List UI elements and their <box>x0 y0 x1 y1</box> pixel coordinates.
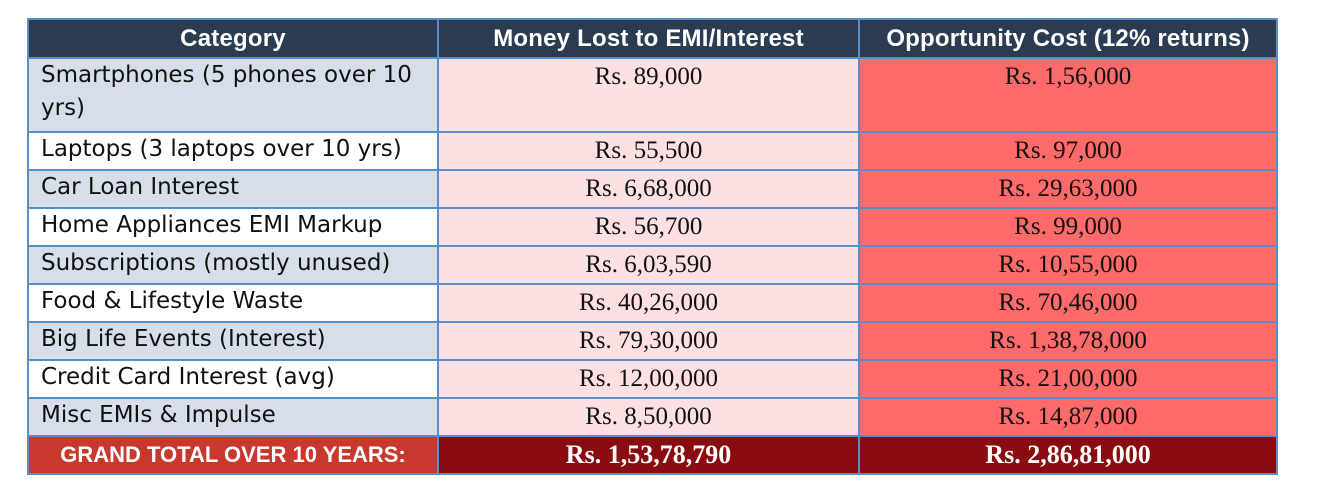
category-cell: Car Loan Interest <box>27 169 439 209</box>
grand-total-opportunity-cost: Rs. 2,86,81,000 <box>858 435 1278 475</box>
table-row: Laptops (3 laptops over 10 yrs) Rs. 55,5… <box>27 131 1278 171</box>
money-lost-cell: Rs. 6,68,000 <box>437 169 860 209</box>
category-cell: Food & Lifestyle Waste <box>27 283 439 323</box>
table-row: Car Loan Interest Rs. 6,68,000 Rs. 29,63… <box>27 169 1278 209</box>
money-lost-cell: Rs. 6,03,590 <box>437 245 860 285</box>
header-money-lost: Money Lost to EMI/Interest <box>437 18 860 59</box>
opportunity-cost-cell: Rs. 1,56,000 <box>858 57 1278 133</box>
category-cell: Smartphones (5 phones over 10 yrs) <box>27 57 439 133</box>
table-row: Subscriptions (mostly unused) Rs. 6,03,5… <box>27 245 1278 285</box>
table-row: Big Life Events (Interest) Rs. 79,30,000… <box>27 321 1278 361</box>
opportunity-cost-cell: Rs. 10,55,000 <box>858 245 1278 285</box>
money-lost-cell: Rs. 55,500 <box>437 131 860 171</box>
category-cell: Subscriptions (mostly unused) <box>27 245 439 285</box>
money-lost-cell: Rs. 89,000 <box>437 57 860 133</box>
money-lost-cell: Rs. 8,50,000 <box>437 397 860 437</box>
grand-total-row: GRAND TOTAL OVER 10 YEARS: Rs. 1,53,78,7… <box>27 435 1278 475</box>
opportunity-cost-cell: Rs. 14,87,000 <box>858 397 1278 437</box>
table-header-row: Category Money Lost to EMI/Interest Oppo… <box>27 18 1278 59</box>
category-cell: Laptops (3 laptops over 10 yrs) <box>27 131 439 171</box>
grand-total-money-lost: Rs. 1,53,78,790 <box>437 435 860 475</box>
opportunity-cost-cell: Rs. 1,38,78,000 <box>858 321 1278 361</box>
opportunity-cost-cell: Rs. 21,00,000 <box>858 359 1278 399</box>
grand-total-label: GRAND TOTAL OVER 10 YEARS: <box>27 435 439 475</box>
category-cell: Credit Card Interest (avg) <box>27 359 439 399</box>
category-cell: Misc EMIs & Impulse <box>27 397 439 437</box>
opportunity-cost-cell: Rs. 99,000 <box>858 207 1278 247</box>
table-row: Home Appliances EMI Markup Rs. 56,700 Rs… <box>27 207 1278 247</box>
table-row: Misc EMIs & Impulse Rs. 8,50,000 Rs. 14,… <box>27 397 1278 437</box>
opportunity-cost-cell: Rs. 70,46,000 <box>858 283 1278 323</box>
category-cell: Home Appliances EMI Markup <box>27 207 439 247</box>
table-row: Smartphones (5 phones over 10 yrs) Rs. 8… <box>27 57 1278 133</box>
opportunity-cost-cell: Rs. 29,63,000 <box>858 169 1278 209</box>
money-lost-cell: Rs. 12,00,000 <box>437 359 860 399</box>
category-cell: Big Life Events (Interest) <box>27 321 439 361</box>
emi-cost-table: Category Money Lost to EMI/Interest Oppo… <box>27 18 1278 475</box>
money-lost-cell: Rs. 56,700 <box>437 207 860 247</box>
header-category: Category <box>27 18 439 59</box>
table-row: Food & Lifestyle Waste Rs. 40,26,000 Rs.… <box>27 283 1278 323</box>
table-row: Credit Card Interest (avg) Rs. 12,00,000… <box>27 359 1278 399</box>
opportunity-cost-cell: Rs. 97,000 <box>858 131 1278 171</box>
header-opportunity-cost: Opportunity Cost (12% returns) <box>858 18 1278 59</box>
money-lost-cell: Rs. 40,26,000 <box>437 283 860 323</box>
money-lost-cell: Rs. 79,30,000 <box>437 321 860 361</box>
